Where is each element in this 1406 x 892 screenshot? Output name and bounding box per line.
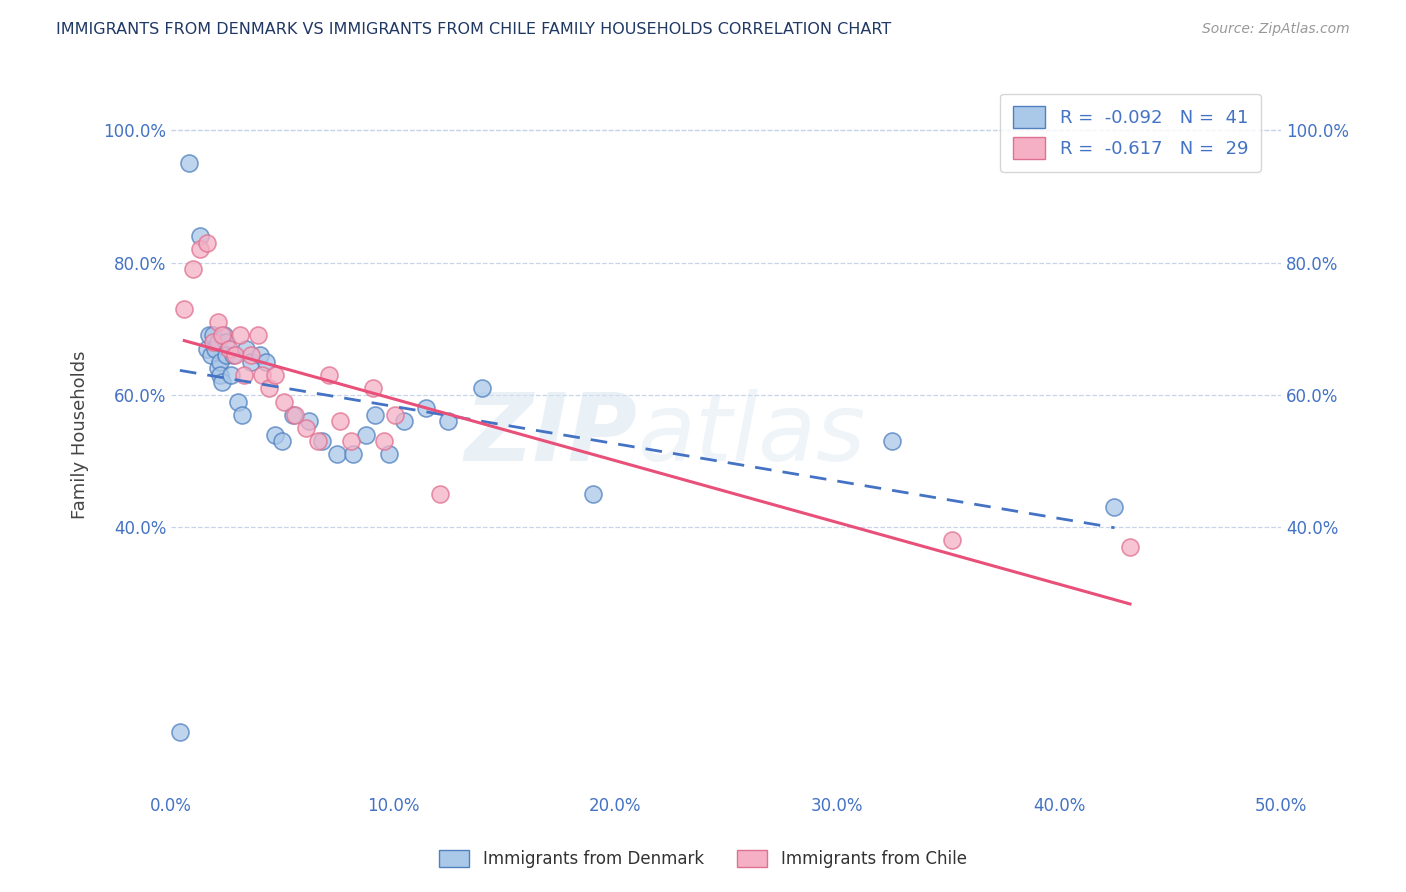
Point xyxy=(415,401,437,416)
Point xyxy=(882,434,904,449)
Point xyxy=(342,447,364,461)
Point xyxy=(195,342,218,356)
Point xyxy=(202,334,225,349)
Point xyxy=(226,394,249,409)
Point xyxy=(298,414,321,428)
Point xyxy=(202,328,225,343)
Point xyxy=(295,421,318,435)
Point xyxy=(235,342,257,356)
Point xyxy=(273,394,295,409)
Point xyxy=(215,334,238,349)
Point xyxy=(208,355,231,369)
Point xyxy=(188,243,211,257)
Point xyxy=(195,235,218,250)
Point xyxy=(239,348,262,362)
Point xyxy=(329,414,352,428)
Point xyxy=(249,348,271,362)
Point xyxy=(239,355,262,369)
Point xyxy=(215,348,238,362)
Point xyxy=(429,487,451,501)
Text: atlas: atlas xyxy=(637,389,866,480)
Point xyxy=(219,368,242,382)
Point xyxy=(169,725,191,739)
Point xyxy=(256,355,278,369)
Point xyxy=(204,342,226,356)
Text: Source: ZipAtlas.com: Source: ZipAtlas.com xyxy=(1202,22,1350,37)
Point xyxy=(373,434,395,449)
Point xyxy=(384,408,406,422)
Point xyxy=(307,434,329,449)
Point xyxy=(1119,540,1142,554)
Point xyxy=(250,368,273,382)
Point xyxy=(207,361,229,376)
Point xyxy=(264,368,287,382)
Point xyxy=(197,328,219,343)
Point xyxy=(281,408,304,422)
Point xyxy=(211,375,233,389)
Point xyxy=(284,408,307,422)
Point xyxy=(177,156,200,170)
Point xyxy=(471,381,494,395)
Point xyxy=(941,533,963,548)
Point xyxy=(271,434,294,449)
Point xyxy=(377,447,399,461)
Point xyxy=(1104,500,1126,515)
Point xyxy=(364,408,387,422)
Y-axis label: Family Households: Family Households xyxy=(72,351,89,519)
Point xyxy=(340,434,363,449)
Point xyxy=(318,368,340,382)
Text: IMMIGRANTS FROM DENMARK VS IMMIGRANTS FROM CHILE FAMILY HOUSEHOLDS CORRELATION C: IMMIGRANTS FROM DENMARK VS IMMIGRANTS FR… xyxy=(56,22,891,37)
Point xyxy=(311,434,333,449)
Point xyxy=(231,408,253,422)
Point xyxy=(211,328,233,343)
Point xyxy=(218,342,240,356)
Point xyxy=(229,328,252,343)
Point xyxy=(233,368,256,382)
Legend: Immigrants from Denmark, Immigrants from Chile: Immigrants from Denmark, Immigrants from… xyxy=(433,843,973,875)
Point xyxy=(356,427,378,442)
Point xyxy=(207,334,229,349)
Point xyxy=(582,487,605,501)
Point xyxy=(361,381,384,395)
Point xyxy=(257,381,280,395)
Legend: R =  -0.092   N =  41, R =  -0.617   N =  29: R = -0.092 N = 41, R = -0.617 N = 29 xyxy=(1000,94,1261,172)
Point xyxy=(437,414,460,428)
Point xyxy=(246,328,269,343)
Point xyxy=(207,315,229,329)
Point xyxy=(392,414,415,428)
Point xyxy=(222,348,245,362)
Point xyxy=(173,301,195,316)
Point xyxy=(326,447,349,461)
Point xyxy=(200,348,222,362)
Point xyxy=(264,427,287,442)
Point xyxy=(188,229,211,244)
Point xyxy=(208,368,231,382)
Text: ZIP: ZIP xyxy=(464,389,637,481)
Point xyxy=(181,262,204,277)
Point xyxy=(224,348,246,362)
Point xyxy=(214,328,236,343)
